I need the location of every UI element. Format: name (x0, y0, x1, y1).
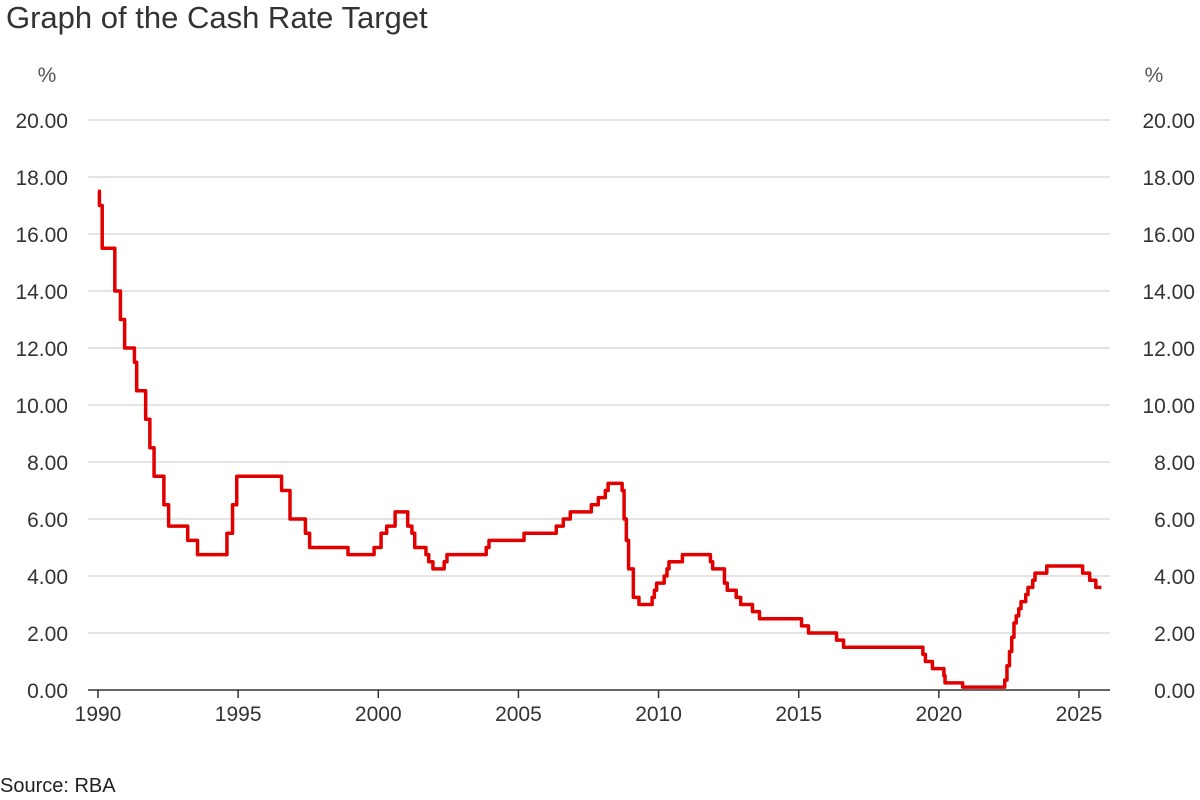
y-tick-label-right: 18.00 (1142, 167, 1195, 190)
y-tick-label-left: 2.00 (27, 623, 68, 646)
y-tick-label-left: 6.00 (27, 509, 68, 532)
x-tick-label: 1995 (215, 703, 262, 726)
chart-title: Graph of the Cash Rate Target (6, 0, 428, 35)
y-tick-label-left: 4.00 (27, 566, 68, 589)
x-tick-label: 2010 (635, 703, 682, 726)
y-tick-label-right: 8.00 (1154, 452, 1195, 475)
y-tick-label-left: 12.00 (15, 338, 68, 361)
y-tick-label-right: 12.00 (1142, 338, 1195, 361)
y-tick-label-left: 16.00 (15, 224, 68, 247)
y-axis-unit-left: % (38, 64, 57, 87)
y-axis-unit-right: % (1145, 64, 1164, 87)
y-tick-label-left: 20.00 (15, 110, 68, 133)
y-tick-label-left: 10.00 (15, 395, 68, 418)
y-tick-label-right: 14.00 (1142, 281, 1195, 304)
x-tick-label: 2015 (775, 703, 822, 726)
y-tick-label-left: 18.00 (15, 167, 68, 190)
y-tick-label-right: 20.00 (1142, 110, 1195, 133)
y-tick-label-right: 2.00 (1154, 623, 1195, 646)
y-tick-label-left: 0.00 (27, 680, 68, 703)
gridlines (88, 119, 1110, 691)
x-tick-label: 2025 (1056, 703, 1103, 726)
y-axis-right: 0.00 2.00 4.00 6.00 8.00 10.00 12.00 14.00 16.00… (1142, 110, 1195, 703)
y-tick-label-right: 16.00 (1142, 224, 1195, 247)
y-axis-left: 0.00 2.00 4.00 6.00 8.00 10.00 12.00 14.00 16.00… (15, 110, 68, 703)
y-tick-label-right: 6.00 (1154, 509, 1195, 532)
x-tick-label: 1990 (75, 703, 122, 726)
cash-rate-line (97, 189, 1102, 689)
y-tick-label-right: 4.00 (1154, 566, 1195, 589)
source-note: Source: RBA (0, 775, 116, 797)
y-tick-label-left: 14.00 (15, 281, 68, 304)
y-tick-label-left: 8.00 (27, 452, 68, 475)
y-tick-label-right: 10.00 (1142, 395, 1195, 418)
x-tick-label: 2005 (495, 703, 542, 726)
x-axis: 1990 1995 2000 2005 2010 2015 2020 2025 (75, 690, 1103, 726)
x-tick-label: 2020 (915, 703, 962, 726)
y-tick-label-right: 0.00 (1154, 680, 1195, 703)
x-tick-label: 2000 (355, 703, 402, 726)
